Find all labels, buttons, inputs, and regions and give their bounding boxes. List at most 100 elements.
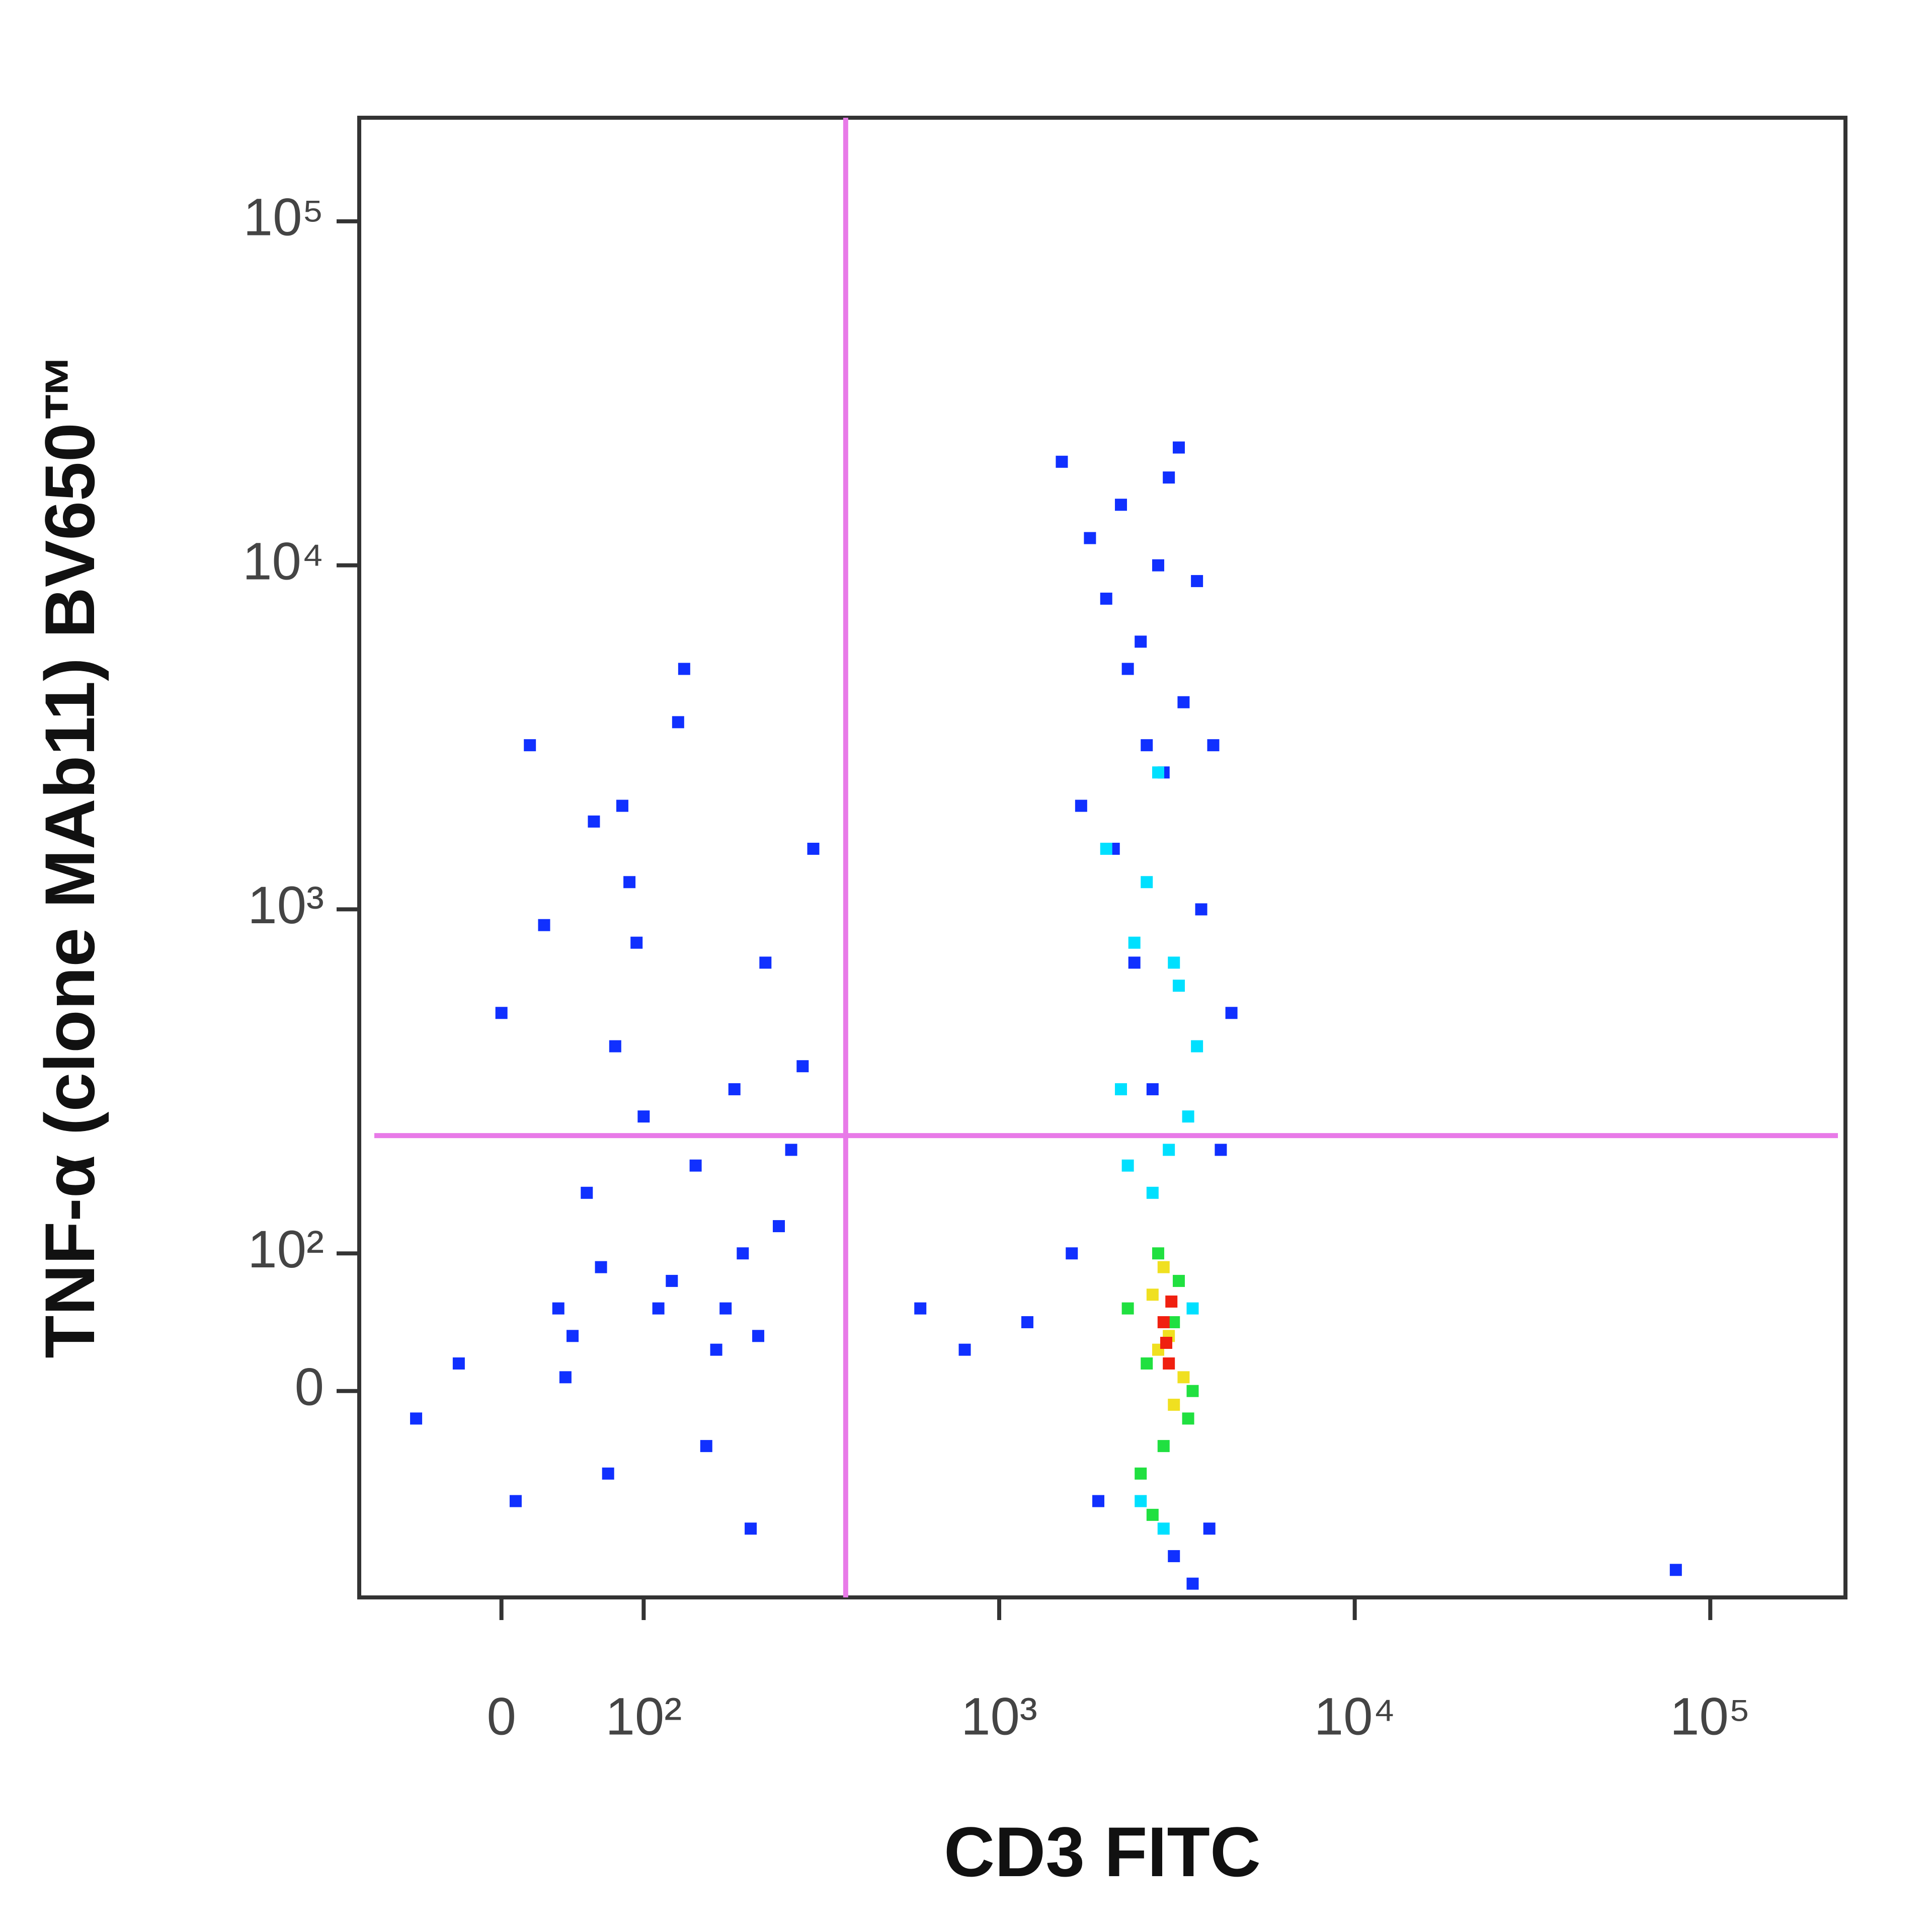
data-point [1195,903,1208,916]
data-point [1165,1295,1178,1308]
x-axis-label: CD3 FITC [944,1812,1261,1891]
data-point [1100,843,1112,855]
data-point [1152,766,1164,779]
data-point [1092,1495,1104,1507]
data-point [452,1357,465,1370]
data-point [1177,696,1190,708]
data-point [1207,739,1220,752]
y-tick-label: 0 [295,1357,324,1416]
y-tick-label: 10⁴ [243,532,324,591]
data-point [796,1060,809,1073]
data-point [588,815,600,828]
data-point [1157,1316,1170,1328]
data-point [1135,635,1147,648]
data-point [1146,1289,1159,1301]
data-point [623,876,636,889]
data-point [1168,1316,1180,1328]
data-point [759,956,772,969]
x-tick-label: 10³ [961,1687,1037,1746]
data-point [678,663,690,675]
data-point [1163,471,1175,484]
data-point [672,716,684,729]
data-point [595,1261,607,1273]
data-point [914,1302,927,1315]
data-point [1114,1083,1127,1095]
data-point [1152,1247,1164,1260]
data-point [728,1083,741,1095]
data-point [1186,1385,1199,1397]
data-point [1203,1522,1216,1535]
data-point [1168,1399,1180,1411]
data-point [538,919,550,931]
points [410,441,1682,1590]
data-point [1146,1186,1159,1199]
data-point [745,1522,757,1535]
y-tick-label: 10³ [248,876,324,935]
data-point [1186,1577,1199,1590]
data-point [1152,559,1164,572]
data-point [737,1247,749,1260]
data-point [1141,1357,1153,1370]
data-point [602,1467,614,1480]
data-point [552,1302,565,1315]
data-point [700,1440,712,1453]
data-point [1135,1467,1147,1480]
data-point [637,1110,650,1123]
data-point [1225,1007,1238,1019]
data-point [1121,663,1134,675]
data-point [1160,1336,1172,1349]
data-point [785,1144,797,1156]
data-point [1157,1522,1170,1535]
data-point [1168,956,1180,969]
x-tick-label: 10² [605,1687,682,1746]
data-point [1168,1550,1180,1562]
data-point [630,936,643,949]
data-point [1141,739,1153,752]
y-tick-label: 10⁵ [244,188,324,247]
x-tick-label: 10⁵ [1670,1687,1750,1746]
data-point [1163,1357,1175,1370]
data-point [1172,980,1185,992]
data-point [1172,441,1185,454]
data-point [1182,1110,1194,1123]
data-point [495,1007,508,1019]
data-point [1191,1040,1203,1053]
data-point [509,1495,522,1507]
data-point [1186,1302,1199,1315]
data-point [524,739,536,752]
data-point [1075,799,1087,812]
data-point [410,1412,423,1425]
data-point [1146,1508,1159,1521]
data-point [1128,936,1141,949]
data-point [1146,1083,1159,1095]
data-point [1056,455,1068,468]
data-point [1021,1316,1033,1328]
data-point [752,1330,765,1342]
data-point [1128,956,1141,969]
data-point [1182,1412,1194,1425]
x-tick-label: 10⁴ [1314,1687,1396,1746]
data-point [689,1159,702,1172]
data-point [1100,592,1112,605]
data-point [807,843,820,855]
data-point [1215,1144,1227,1156]
plot-frame [357,116,1847,1599]
data-point [666,1274,678,1287]
data-point [1669,1564,1682,1576]
data-point [710,1343,722,1356]
data-point [719,1302,732,1315]
data-point [1135,1495,1147,1507]
data-point [1141,876,1153,889]
data-point [1157,1261,1170,1273]
data-point [1084,532,1096,544]
data-point [1191,575,1203,587]
data-point [566,1330,579,1342]
y-tick-label: 10² [248,1220,324,1279]
data-point [958,1343,971,1356]
data-point [1157,1440,1170,1453]
data-point [1177,1371,1190,1384]
data-point [773,1220,785,1233]
data-point [1121,1302,1134,1315]
